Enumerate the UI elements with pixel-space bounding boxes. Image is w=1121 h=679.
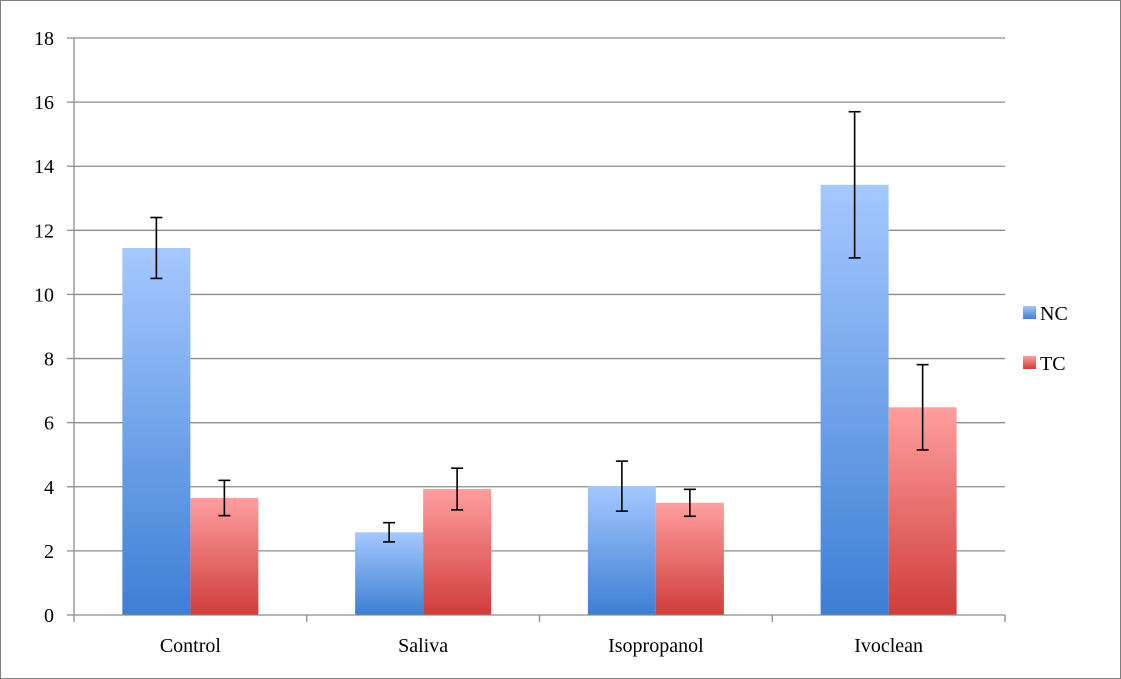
- y-tick-labels: 0 2 4 6 8 10 12 14 16 18: [34, 28, 54, 627]
- bar: [122, 247, 191, 616]
- y-tick-label: 0: [44, 605, 54, 627]
- x-tick-labels: Control Saliva Isopropanol Ivoclean: [160, 635, 923, 657]
- legend-label: NC: [1040, 303, 1068, 325]
- x-tick-label: Saliva: [398, 635, 448, 657]
- bar: [190, 497, 259, 615]
- bar: [655, 502, 724, 615]
- legend-swatch: [1023, 306, 1036, 319]
- y-tick-label: 2: [44, 541, 54, 563]
- legend-label: TC: [1040, 353, 1066, 375]
- y-tick-label: 18: [34, 28, 54, 50]
- y-tick-label: 10: [34, 284, 54, 306]
- x-tick-label: Control: [160, 635, 222, 657]
- x-tick-label: Isopropanol: [608, 635, 704, 657]
- axes: [67, 37, 1006, 622]
- legend: NC TC: [1023, 303, 1068, 375]
- y-tick-label: 8: [44, 349, 54, 371]
- y-tick-label: 12: [34, 220, 54, 242]
- bar: [355, 532, 424, 615]
- y-tick-label: 14: [34, 156, 54, 178]
- y-tick-label: 6: [44, 413, 54, 435]
- y-tick-label: 16: [34, 92, 54, 114]
- legend-swatch: [1023, 356, 1036, 369]
- y-tick-label: 4: [44, 477, 54, 499]
- error-bars: [150, 110, 929, 543]
- x-tick-label: Ivoclean: [854, 635, 923, 657]
